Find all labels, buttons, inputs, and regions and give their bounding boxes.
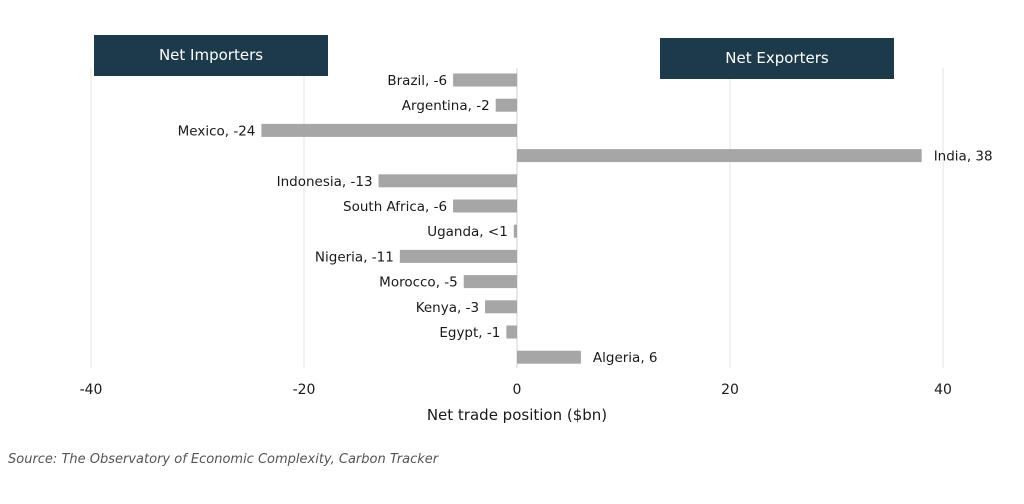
bar-label: Brazil, -6	[387, 73, 447, 89]
net-exporters-label: Net Exporters	[725, 49, 829, 67]
bar	[506, 325, 517, 339]
bars	[261, 73, 922, 364]
source-note: Source: The Observatory of Economic Comp…	[8, 452, 439, 467]
bar	[485, 300, 517, 314]
bar	[399, 249, 517, 263]
bar-label: Algeria, 6	[593, 350, 658, 366]
net-importers-box: Net Importers	[94, 35, 328, 76]
net-importers-label: Net Importers	[159, 46, 263, 64]
bar	[453, 199, 517, 213]
bar	[495, 98, 517, 112]
x-tick-labels: -40 -20 0 20 40	[80, 382, 952, 398]
bar-labels: Brazil, -6 Argentina, -2 Mexico, -24 India,…	[178, 73, 993, 366]
bar	[261, 123, 517, 137]
bar-label: Egypt, -1	[439, 325, 500, 341]
bar	[453, 73, 517, 87]
bar	[517, 149, 922, 163]
bar-label: Argentina, -2	[402, 98, 490, 114]
net-exporters-box: Net Exporters	[660, 38, 894, 79]
x-axis-title: Net trade position ($bn)	[427, 406, 607, 424]
x-tick-label: 40	[934, 382, 952, 398]
bar-label: Morocco, -5	[379, 275, 458, 291]
bar-label: Kenya, -3	[416, 300, 479, 316]
x-tick-label: 20	[721, 382, 739, 398]
bar-label: Mexico, -24	[178, 123, 256, 139]
bar-label: South Africa, -6	[343, 199, 447, 215]
x-tick-label: -40	[80, 382, 103, 398]
bar-label: Indonesia, -13	[277, 174, 373, 190]
x-tick-label: -20	[293, 382, 316, 398]
grid-lines	[90, 68, 944, 368]
bar	[378, 174, 517, 188]
bar-label: India, 38	[934, 149, 993, 165]
x-tick-label: 0	[513, 382, 522, 398]
bar	[517, 350, 581, 364]
bar-label: Nigeria, -11	[315, 249, 394, 265]
bar-label: Uganda, <1	[427, 224, 508, 240]
bar	[513, 224, 517, 238]
bar	[463, 275, 517, 289]
